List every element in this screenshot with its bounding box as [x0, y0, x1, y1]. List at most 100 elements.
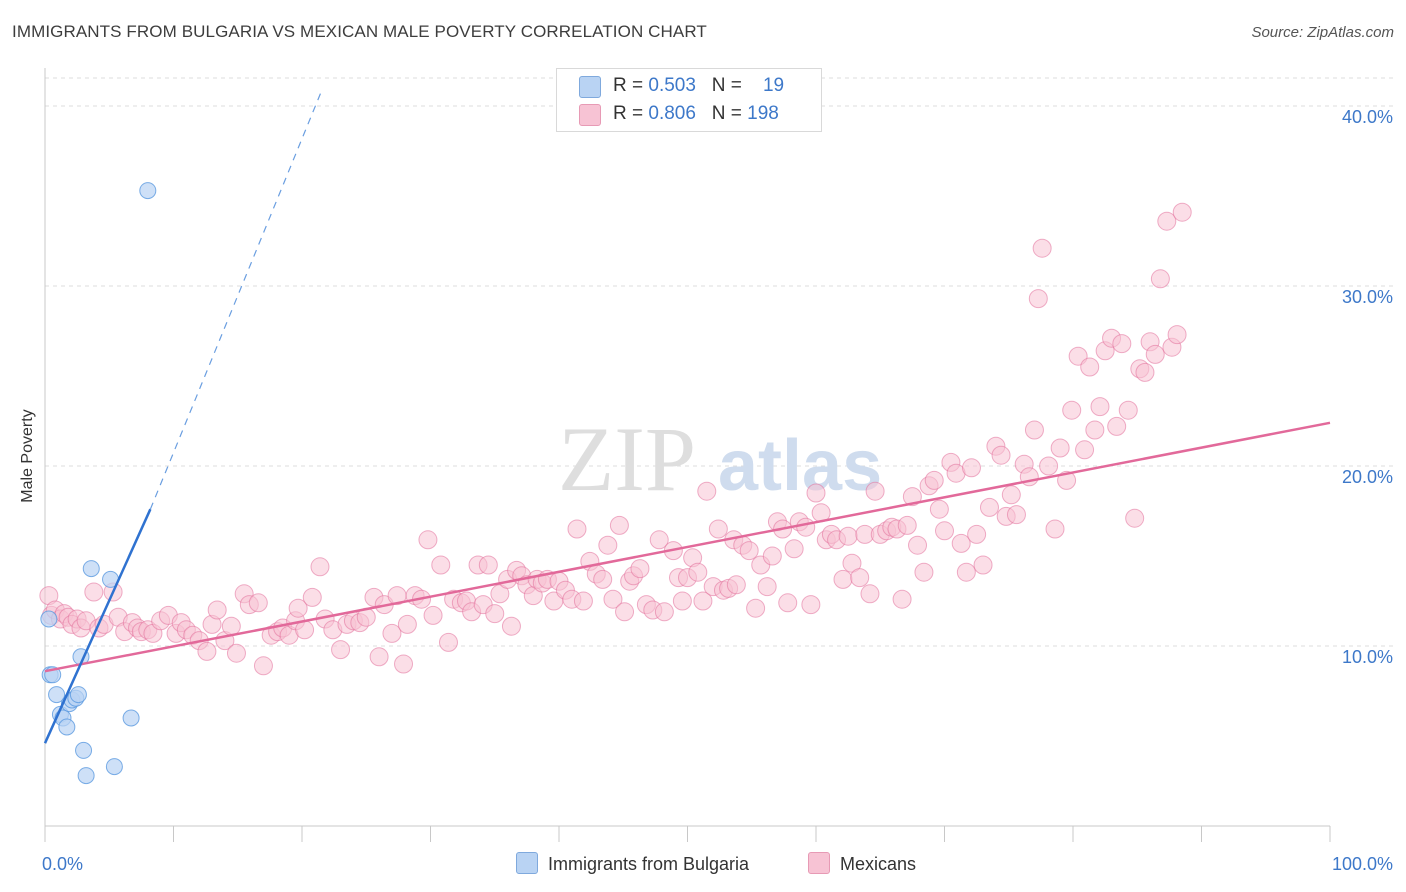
watermark: ZIP atlas: [558, 408, 882, 510]
mexicans-point: [1062, 400, 1082, 420]
mexicans-point: [757, 577, 777, 597]
mexicans-point: [924, 470, 944, 490]
legend-swatch-mexicans: [579, 104, 601, 126]
mexicans-point: [1050, 438, 1070, 458]
mexicans-point: [801, 595, 821, 615]
legend-item-mexicans: Mexicans: [808, 852, 916, 875]
bulgaria-point: [75, 741, 93, 759]
r-label: R =: [613, 103, 649, 124]
mexicans-point: [914, 562, 934, 582]
mexicans-point: [967, 524, 987, 544]
mexicans-point: [1107, 416, 1127, 436]
mexicans-point: [598, 535, 618, 555]
mexicans-point: [688, 562, 708, 582]
mexicans-point: [806, 483, 826, 503]
y-tick-label: 10.0%: [1342, 647, 1393, 667]
mexicans-point: [838, 526, 858, 546]
mexicans-point: [902, 487, 922, 507]
mexicans-point: [796, 517, 816, 537]
legend-swatch-mexicans: [808, 852, 830, 874]
y-tick-labels: 10.0% 20.0% 30.0% 40.0%: [1342, 107, 1393, 667]
mexicans-point: [248, 593, 268, 613]
mexicans-point: [784, 539, 804, 559]
chart-title: IMMIGRANTS FROM BULGARIA VS MEXICAN MALE…: [12, 22, 707, 41]
mexicans-point: [226, 643, 246, 663]
mexicans-point: [654, 602, 674, 622]
mexicans-point: [956, 562, 976, 582]
mexicans-point: [746, 598, 766, 618]
mexicans-point: [197, 641, 217, 661]
mexicans-point: [1090, 397, 1110, 417]
mexicans-point: [1118, 400, 1138, 420]
mexicans-point: [1032, 238, 1052, 258]
legend-label-bulgaria: Immigrants from Bulgaria: [548, 854, 750, 874]
mexicans-points: [39, 202, 1192, 676]
mexicans-point: [1039, 456, 1059, 476]
mexicans-point: [394, 654, 414, 674]
legend-swatch-bulgaria: [579, 76, 601, 98]
mexicans-point: [693, 591, 713, 611]
bulgaria-point: [105, 758, 123, 776]
mexicans-point: [207, 600, 227, 620]
legend-label-mexicans: Mexicans: [840, 854, 917, 874]
mexicans-point: [1006, 505, 1026, 525]
watermark-atlas: atlas: [718, 426, 882, 506]
mexicans-point: [1085, 420, 1105, 440]
mexicans-point: [382, 623, 402, 643]
mexicans-point: [369, 647, 389, 667]
mexicans-point: [630, 559, 650, 579]
mexicans-point: [84, 582, 104, 602]
bulgaria-point: [58, 718, 76, 736]
mexicans-trend-line: [44, 421, 1331, 673]
bulgaria-trend-extension: [149, 91, 322, 510]
mexicans-point: [908, 535, 928, 555]
mexicans-point: [423, 605, 443, 625]
mexicans-point: [961, 458, 981, 478]
x-tick-labels: 0.0% 100.0%: [42, 854, 1393, 874]
mexicans-point: [1057, 470, 1077, 490]
mexicans-point: [973, 555, 993, 575]
mexicans-point: [1045, 519, 1065, 539]
mexicans-point: [1157, 211, 1177, 231]
mexicans-point: [1150, 269, 1170, 289]
mexicans-point: [672, 591, 692, 611]
mexicans-point: [1135, 362, 1155, 382]
mexicans-point: [567, 519, 587, 539]
bulgaria-point: [77, 767, 95, 785]
x-tick-label-max: 100.0%: [1332, 854, 1393, 874]
mexicans-point: [865, 481, 885, 501]
mexicans-point: [221, 616, 241, 636]
mexicans-point: [1145, 344, 1165, 364]
source-label: Source: ZipAtlas.com: [1251, 24, 1394, 41]
mexicans-point: [1167, 325, 1187, 345]
mexicans-point: [310, 557, 330, 577]
mexicans-point: [1172, 202, 1192, 222]
watermark-zip: ZIP: [558, 408, 696, 510]
mexicans-point: [418, 530, 438, 550]
mexicans-point: [431, 555, 451, 575]
y-tick-label: 40.0%: [1342, 107, 1393, 127]
mexicans-point: [302, 587, 322, 607]
mexicans-point: [501, 616, 521, 636]
mexicans-point: [951, 533, 971, 553]
mexicans-point: [1075, 440, 1095, 460]
mexicans-point: [438, 632, 458, 652]
axes: [44, 68, 1331, 842]
mexicans-point: [833, 569, 853, 589]
bulgaria-points: [40, 182, 157, 785]
bulgaria-point: [82, 560, 100, 578]
mexicans-point: [929, 499, 949, 519]
mexicans-point: [850, 568, 870, 588]
mexicans-point: [979, 497, 999, 517]
mexicans-point: [1080, 357, 1100, 377]
r-value-mexicans: 0.806: [648, 103, 696, 124]
n-value-mexicans: 198: [747, 103, 779, 124]
mexicans-point: [708, 519, 728, 539]
gridlines: [45, 77, 1393, 647]
mexicans-point: [739, 541, 759, 561]
mexicans-point: [991, 445, 1011, 465]
mexicans-point: [778, 593, 798, 613]
legend-item-bulgaria: Immigrants from Bulgaria: [516, 852, 749, 875]
r-label: R =: [613, 75, 649, 96]
